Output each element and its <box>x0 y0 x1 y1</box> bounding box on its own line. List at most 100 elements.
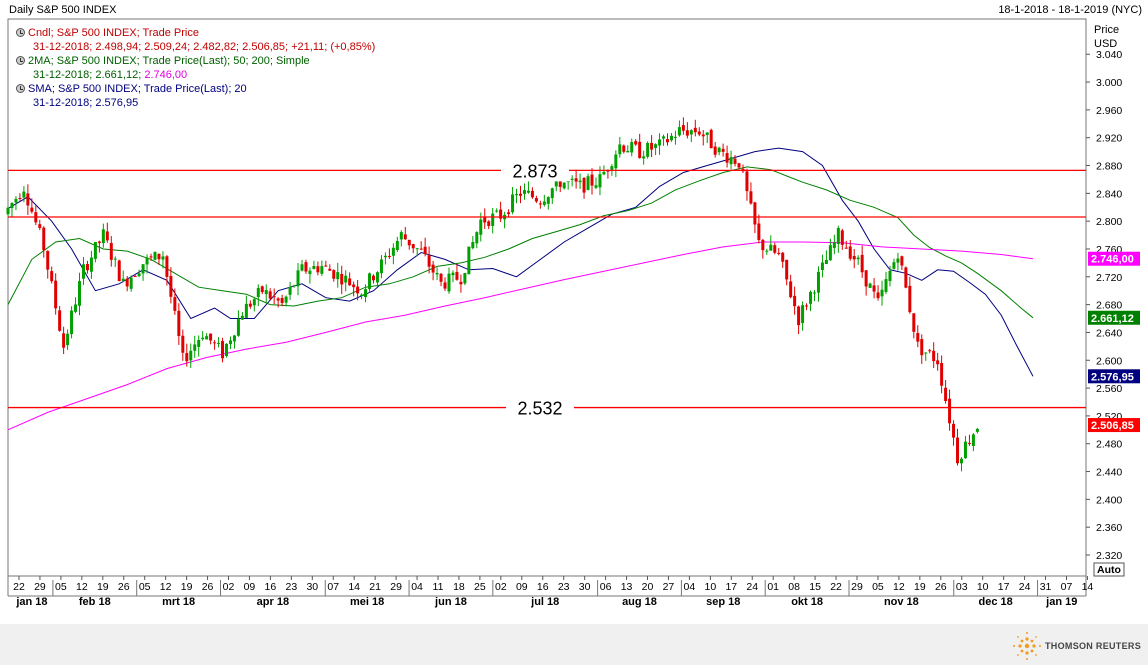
candle-body <box>276 298 280 301</box>
candle-body <box>499 209 503 219</box>
candle-body <box>936 360 940 365</box>
scale-mode-frame <box>1093 562 1125 577</box>
candle-body <box>777 252 781 254</box>
date-range: 18-1-2018 - 18-1-2019 (NYC) <box>998 4 1142 16</box>
candle-body <box>435 272 439 275</box>
candle-body <box>673 136 677 138</box>
candle-body <box>959 458 963 464</box>
candle-body <box>105 231 109 241</box>
x-tick-label: 12 <box>893 581 905 593</box>
x-tick-label: 22 <box>830 581 842 593</box>
last-value-tag-label: 2.661,12 <box>1091 313 1134 325</box>
candle-body <box>793 295 797 307</box>
candle-body <box>391 247 395 256</box>
candle-body <box>280 297 284 303</box>
candle-body <box>797 306 801 326</box>
candle-body <box>419 248 423 250</box>
candle-body <box>153 252 157 260</box>
x-tick-label: 23 <box>286 581 298 593</box>
candle-body <box>904 267 908 288</box>
candle-body <box>773 245 777 253</box>
y-tick-label: 2.560 <box>1096 383 1122 395</box>
footer-bar <box>0 624 1148 665</box>
candle-body <box>375 272 379 283</box>
y-tick-label: 2.680 <box>1096 300 1122 312</box>
candle-body <box>109 242 113 260</box>
candle-body <box>81 264 85 279</box>
candle-body <box>360 294 364 297</box>
legend-candle-values: 31-12-2018; 2.498,94; 2.509,24; 2.482,82… <box>33 41 376 53</box>
candle-body <box>519 193 522 196</box>
y-tick-label: 2.360 <box>1096 522 1122 534</box>
scale-mode-button[interactable]: Auto <box>1097 564 1121 576</box>
x-tick-label: 17 <box>725 581 737 593</box>
candle-body <box>598 174 602 188</box>
candle-body <box>268 291 272 299</box>
candle-body <box>618 144 622 155</box>
candle-body <box>542 201 546 205</box>
x-tick-label: 14 <box>1082 581 1094 593</box>
x-tick-label: 11 <box>433 581 444 593</box>
candle-body <box>868 283 872 288</box>
candle-body <box>836 227 840 244</box>
candle-body <box>844 247 848 249</box>
candle-body <box>14 198 18 203</box>
candle-body <box>526 190 530 193</box>
y-axis-label: USD <box>1094 38 1117 50</box>
candle-body <box>193 344 197 351</box>
candle-body <box>630 142 634 153</box>
candle-body <box>944 387 948 401</box>
toggle-icon[interactable] <box>16 84 25 93</box>
candle-body <box>896 258 900 263</box>
x-tick-label: 25 <box>474 581 486 593</box>
candle-body <box>507 212 511 215</box>
candle-body <box>6 207 10 215</box>
y-tick-label: 2.640 <box>1096 327 1122 339</box>
x-tick-label: 06 <box>600 581 612 593</box>
x-tick-label: 12 <box>160 581 172 593</box>
candle-body <box>721 148 725 152</box>
candle-body <box>149 256 153 258</box>
y-tick-label: 2.960 <box>1096 105 1122 117</box>
x-tick-label: 26 <box>935 581 947 593</box>
candle-body <box>789 281 793 298</box>
candle-body <box>62 333 66 348</box>
last-value-tag-label: 2.746,00 <box>1091 254 1134 266</box>
candle-body <box>387 256 391 258</box>
candle-body <box>840 230 844 245</box>
legend-sma[interactable]: SMA; S&P 500 INDEX; Trade Price(Last); 2… <box>16 82 375 96</box>
x-tick-label: 30 <box>306 581 318 593</box>
candle-body <box>534 198 538 202</box>
candle-body <box>411 244 415 249</box>
last-value-tag-label: 2.576,95 <box>1091 371 1134 383</box>
candle-body <box>125 278 129 287</box>
toggle-icon[interactable] <box>16 56 25 65</box>
toggle-icon[interactable] <box>16 28 25 37</box>
y-tick-label: 3.000 <box>1096 77 1122 89</box>
candle-body <box>395 240 399 250</box>
candle-body <box>952 423 956 438</box>
candle-body <box>570 178 574 180</box>
x-month-label: mrt 18 <box>162 596 195 608</box>
x-tick-label: 20 <box>642 581 654 593</box>
candle-body <box>423 246 427 255</box>
candle-body <box>308 270 312 275</box>
legend-ma[interactable]: 2MA; S&P 500 INDEX; Trade Price(Last); 5… <box>16 54 375 68</box>
candle-body <box>848 246 852 259</box>
candle-body <box>54 280 58 309</box>
candle-body <box>566 181 570 183</box>
candle-body <box>487 221 491 226</box>
candle-body <box>828 245 832 261</box>
candle-body <box>232 335 236 342</box>
candle-body <box>463 273 467 284</box>
legend-candle[interactable]: Cndl; S&P 500 INDEX; Trade Price <box>16 26 375 40</box>
candle-body <box>324 265 328 267</box>
y-tick-label: 2.840 <box>1096 188 1122 200</box>
candle-body <box>614 154 618 169</box>
candle-body <box>93 241 97 259</box>
candle-body <box>809 291 813 304</box>
candle-body <box>201 337 205 340</box>
x-tick-label: 01 <box>767 581 779 593</box>
candle-body <box>177 310 181 337</box>
candle-body <box>681 125 685 131</box>
